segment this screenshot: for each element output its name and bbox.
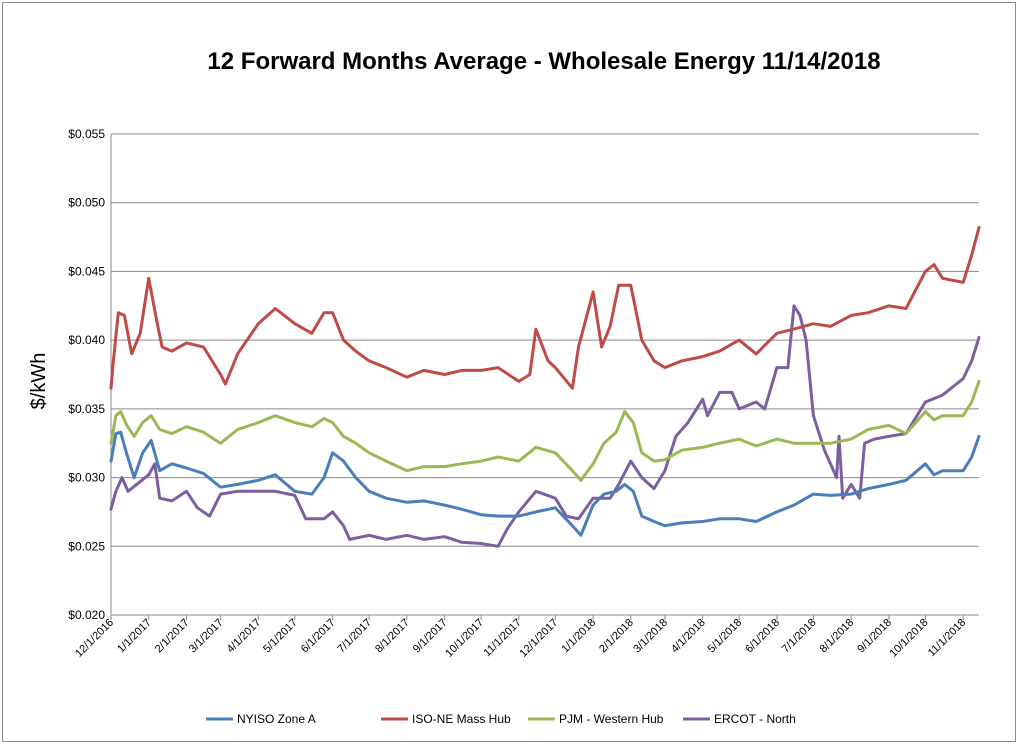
series-line-1 [109, 226, 981, 390]
x-tick-label: 10/1/2017 [443, 617, 486, 660]
x-tick-label: 3/1/2018 [631, 617, 670, 656]
legend: NYISO Zone A ISO-NE Mass Hub PJM - Western… [206, 712, 796, 726]
legend-label: NYISO Zone A [237, 712, 316, 726]
x-tick-label: 4/1/2018 [669, 617, 708, 656]
y-axis-label: $/kWh [28, 353, 50, 410]
y-tick-label: $0.030 [68, 471, 105, 485]
y-tick-label: $0.045 [68, 264, 105, 278]
y-tick-label: $0.035 [68, 402, 105, 416]
x-tick-label: 1/1/2017 [115, 617, 154, 656]
x-tick-label: 12/1/2017 [517, 617, 560, 660]
gridlines [110, 133, 979, 616]
x-tick-label: 10/1/2018 [887, 617, 930, 660]
x-tick-label: 11/1/2018 [926, 617, 969, 660]
y-tick-label: $0.025 [68, 539, 105, 553]
x-tick-label: 6/1/2017 [299, 617, 338, 656]
chart-title: 12 Forward Months Average - Wholesale En… [207, 48, 880, 75]
x-tick-label: 2/1/2018 [597, 617, 636, 656]
y-axis-ticks: $0.020 $0.025 $0.030 $0.035 $0.040 $0.045 $0.0… [68, 127, 105, 622]
x-tick-label: 8/1/2018 [818, 617, 857, 656]
x-tick-label: 7/1/2017 [335, 617, 374, 656]
x-tick-label: 8/1/2017 [373, 617, 412, 656]
x-tick-label: 4/1/2017 [225, 617, 264, 656]
legend-label: PJM - Western Hub [559, 712, 664, 726]
y-tick-label: $0.020 [68, 608, 105, 622]
series-line-2 [109, 379, 981, 482]
y-tick-label: $0.040 [68, 333, 105, 347]
x-tick-label: 12/1/2016 [73, 617, 116, 660]
series-lines [109, 226, 981, 548]
legend-label: ERCOT - North [714, 712, 796, 726]
x-tick-label: 5/1/2017 [261, 617, 300, 656]
x-tick-label: 6/1/2018 [743, 617, 782, 656]
x-tick-label: 5/1/2018 [706, 617, 745, 656]
x-tick-label: 2/1/2017 [153, 617, 192, 656]
x-tick-label: 7/1/2018 [780, 617, 819, 656]
y-tick-label: $0.055 [68, 127, 105, 141]
legend-label: ISO-NE Mass Hub [412, 712, 511, 726]
series-line-3 [109, 304, 981, 548]
y-tick-label: $0.050 [68, 196, 105, 210]
series-line-0 [109, 430, 981, 537]
x-axis-ticks: 12/1/20161/1/20172/1/20173/1/20174/1/201… [73, 615, 968, 660]
x-tick-label: 3/1/2017 [187, 617, 226, 656]
x-tick-label: 1/1/2018 [559, 617, 598, 656]
line-chart: 12 Forward Months Average - Wholesale En… [28, 48, 981, 726]
